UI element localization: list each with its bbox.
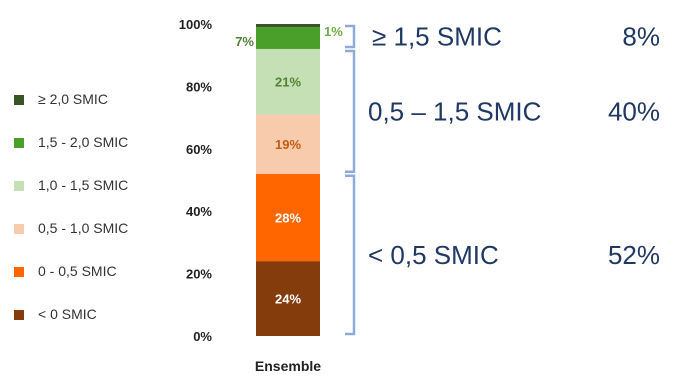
data-label: 7% (235, 34, 254, 49)
group-share: 8% (622, 21, 660, 51)
y-tick-label: 0% (193, 329, 212, 344)
data-label: 1% (324, 24, 343, 39)
data-label: 21% (275, 75, 301, 90)
bar-segment (256, 173, 320, 262)
legend-label: 0,5 - 1,0 SMIC (38, 220, 128, 236)
group-label: 0,5 – 1,5 SMIC (368, 96, 541, 126)
legend-swatch (14, 310, 24, 320)
y-tick-label: 60% (186, 142, 212, 157)
legend-swatch (14, 181, 24, 191)
group-label: < 0,5 SMIC (368, 240, 499, 270)
bar-segment (256, 261, 320, 336)
y-tick-label: 80% (186, 79, 212, 94)
data-label: 28% (275, 210, 301, 225)
y-tick-label: 40% (186, 204, 212, 219)
group-bracket (345, 24, 356, 49)
group-share: 52% (608, 240, 660, 270)
legend-label: 1,5 - 2,0 SMIC (38, 134, 128, 150)
data-label: 19% (275, 137, 301, 152)
group-bracket (345, 174, 356, 336)
bar-segment (256, 27, 320, 49)
legend-swatch (14, 138, 24, 148)
y-tick-label: 20% (186, 267, 212, 282)
group-label: ≥ 1,5 SMIC (372, 21, 502, 51)
bar-segment (256, 114, 320, 174)
legend-swatch (14, 224, 24, 234)
legend-label: 1,0 - 1,5 SMIC (38, 177, 128, 193)
data-label: 24% (275, 292, 301, 307)
legend-label: < 0 SMIC (38, 306, 97, 322)
x-category-label: Ensemble (255, 358, 321, 374)
y-tick-label: 100% (179, 17, 213, 32)
bar-segment (256, 24, 320, 28)
bar-segment (256, 48, 320, 115)
legend-swatch (14, 267, 24, 277)
group-share: 40% (608, 96, 660, 126)
legend-label: ≥ 2,0 SMIC (38, 91, 108, 107)
legend-swatch (14, 95, 24, 105)
group-bracket (345, 49, 356, 174)
legend-label: 0 - 0,5 SMIC (38, 263, 117, 279)
